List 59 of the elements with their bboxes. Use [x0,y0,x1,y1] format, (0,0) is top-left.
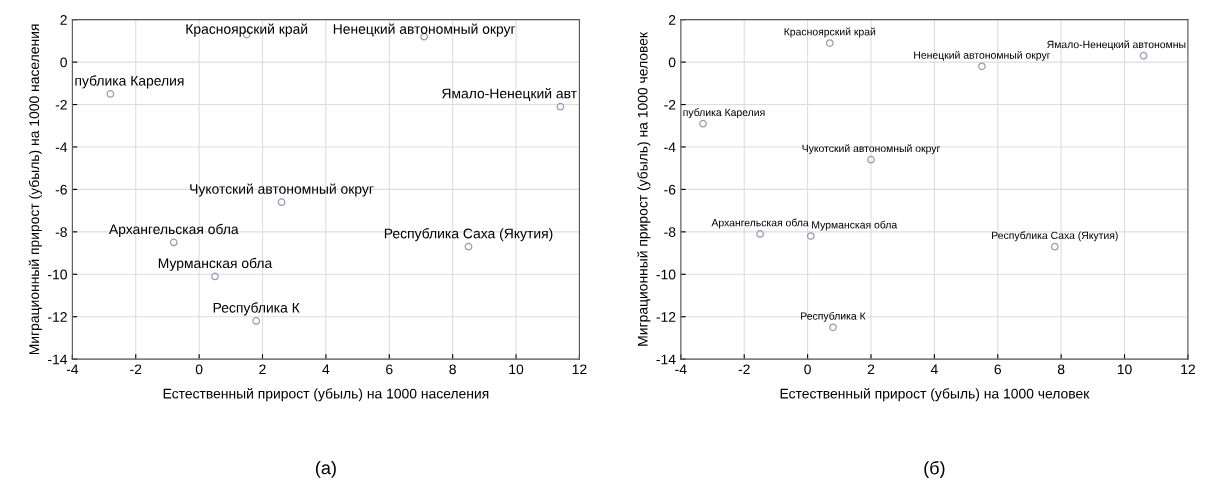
annotation: Чукотский автономный округ [802,144,940,155]
y-tick-label: -14 [48,354,68,365]
annotation: Ненецкий автономный округ [333,23,516,37]
annotation: Ямало-Ненецкий автономны [1047,40,1186,51]
annotation: Красноярский край [784,27,876,38]
annotation: публика Карелия [683,108,765,119]
y-tick-label: -6 [55,184,67,195]
y-tick-label: 0 [668,57,676,68]
y-tick-label: 2 [60,15,67,25]
y-tick-label: -2 [55,99,67,110]
annotation: Чукотский автономный округ [190,183,374,197]
x-tick-label: 6 [386,364,393,375]
x-tick-label: 2 [259,364,266,375]
y-tick-label: -12 [656,312,676,322]
annotation: Ненецкий автономный округ [914,50,1051,61]
x-tick-label: 12 [1181,364,1195,375]
x-tick-label: -2 [130,364,142,375]
y-tick-label: -10 [48,269,67,280]
annotation: Республика Саха (Якутия) [992,231,1118,242]
annotation: Ямало-Ненецкий авт [442,87,577,101]
annotation: Республика К [213,302,300,316]
x-tick-label: 0 [804,364,811,375]
x-tick-label: 8 [1057,364,1065,375]
y-tick-label: 0 [60,57,67,68]
annotation: Мурманская обла [158,257,273,271]
annotation: Архангельская обла [711,218,809,229]
x-tick-label: 4 [930,364,938,375]
annotation: Мурманская обла [812,220,898,231]
x-axis-title: Естественный прирост (убыль) на 1000 человек [780,388,1090,402]
text: (а) [315,461,336,478]
x-tick-label: 12 [572,364,587,375]
y-tick-label: -8 [55,227,67,238]
y-tick-label: -14 [656,354,676,365]
text: (б) [924,461,945,478]
annotation: публика Карелия [75,75,184,89]
x-tick-label: 4 [322,364,330,375]
y-tick-label: -4 [664,142,676,153]
y-tick-label: -8 [664,227,676,238]
annotation: Архангельская обла [108,223,239,237]
y-tick-label: 2 [668,15,676,25]
x-tick-label: 10 [509,364,524,375]
y-tick-label: -2 [664,99,676,110]
y-tick-label: -4 [55,142,68,153]
x-tick-label: 10 [1117,364,1132,375]
x-tick-label: 6 [994,364,1002,375]
y-tick-label: -10 [656,269,676,280]
x-axis-title: Естественный прирост (убыль) на 1000 населения [163,388,489,402]
y-tick-label: -12 [48,312,67,322]
annotation: Республика К [801,311,866,322]
y-axis-title: Миграционный прирост (убыль) на 1000 человек [637,31,651,346]
x-tick-label: 2 [867,364,875,375]
y-tick-label: -6 [664,184,676,195]
annotation: Красноярский край [186,23,308,37]
annotation: Республика Саха (Якутия) [384,228,553,242]
x-tick-label: -4 [675,364,687,375]
x-tick-label: -2 [738,364,750,375]
x-tick-label: 0 [195,364,203,375]
x-tick-label: 8 [449,364,456,375]
y-axis-title: Миграционный прирост (убыль) на 1000 населения [28,24,42,355]
